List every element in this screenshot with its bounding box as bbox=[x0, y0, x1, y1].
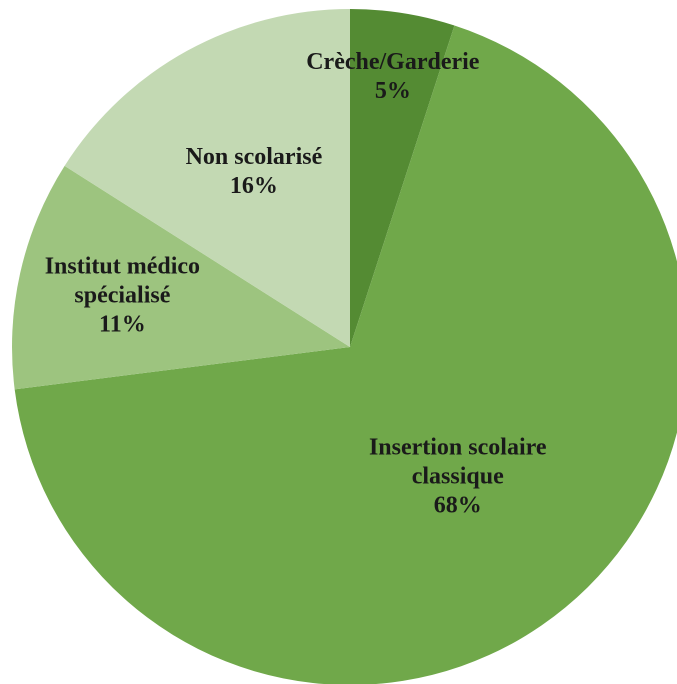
pie-slice bbox=[64, 9, 351, 347]
pie-slice bbox=[11, 165, 350, 390]
slice-label: Institut médico spécialisé 11% bbox=[7, 253, 237, 340]
category-label: Institut médico spécialisé bbox=[44, 253, 201, 309]
slice-label: Non scolarisé 16% bbox=[154, 143, 354, 201]
category-label: Insertion scolaire classique bbox=[368, 434, 547, 490]
category-label: Crèche/Garderie bbox=[306, 48, 480, 75]
value-label: 11% bbox=[99, 311, 146, 338]
slice-label: Crèche/Garderie 5% bbox=[263, 48, 523, 106]
pie-slice bbox=[350, 9, 455, 347]
value-label: 16% bbox=[229, 173, 278, 200]
category-label: Non scolarisé bbox=[185, 144, 323, 171]
value-label: 5% bbox=[374, 77, 411, 104]
slice-label: Insertion scolaire classique 68% bbox=[333, 434, 583, 521]
value-label: 68% bbox=[433, 492, 482, 519]
pie-slice bbox=[14, 25, 677, 684]
